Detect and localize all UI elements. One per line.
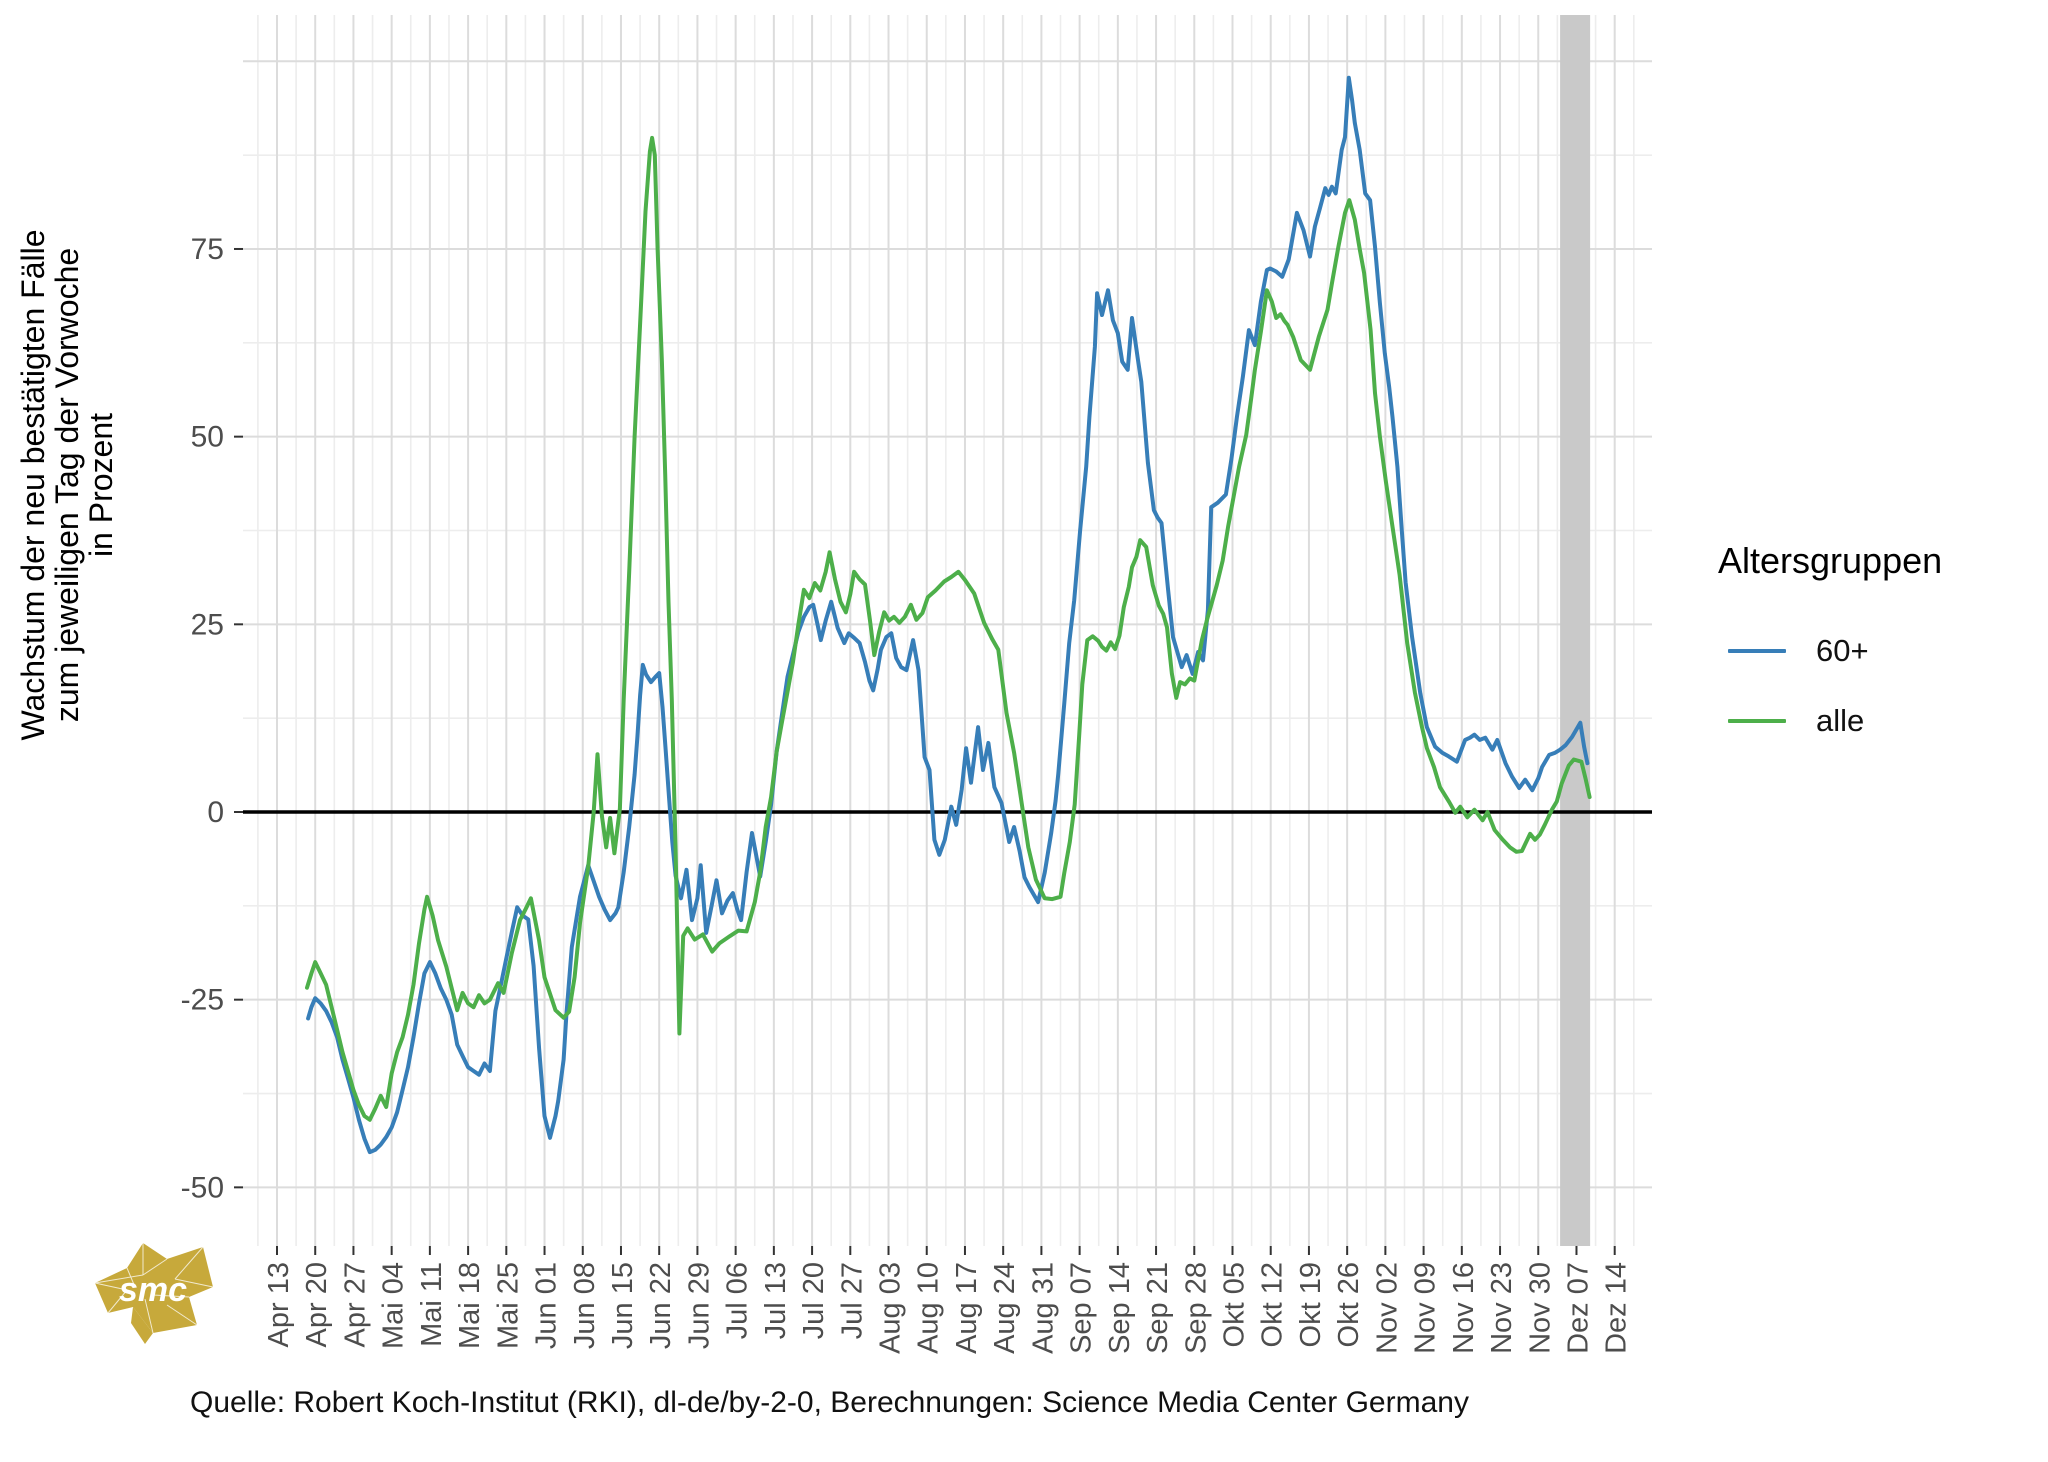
y-tick-label: 75 xyxy=(191,233,224,266)
x-tick-label: Aug 31 xyxy=(1027,1262,1059,1354)
legend-label-60plus: 60+ xyxy=(1816,633,1869,668)
recent-data-band xyxy=(1560,15,1591,1246)
x-tick-label: Jun 29 xyxy=(683,1262,715,1349)
smc-logo-text: smc xyxy=(119,1271,187,1309)
x-tick-label: Mai 04 xyxy=(378,1262,410,1349)
x-tick-label: Sep 21 xyxy=(1142,1262,1174,1354)
series-line-alle xyxy=(305,135,1592,1122)
x-tick-label: Mai 18 xyxy=(454,1262,486,1349)
x-tick-label: Jun 01 xyxy=(531,1262,563,1349)
x-tick-label: Apr 20 xyxy=(301,1262,333,1347)
x-tick-label: Aug 17 xyxy=(951,1262,983,1354)
series-line-60plus xyxy=(306,75,1590,1155)
y-tick-label: 50 xyxy=(191,421,224,454)
x-tick-label: Aug 24 xyxy=(989,1262,1021,1354)
y-tick-label: -50 xyxy=(181,1171,224,1204)
x-tick-label: Aug 10 xyxy=(913,1262,945,1354)
x-tick-label: Sep 28 xyxy=(1180,1262,1212,1354)
x-tick-label: Jul 27 xyxy=(836,1262,868,1339)
x-tick-label: Jul 06 xyxy=(722,1262,754,1339)
y-axis-title-line2: zum jeweiligen Tag der Vorwoche xyxy=(49,247,85,723)
source-caption: Quelle: Robert Koch-Institut (RKI), dl-d… xyxy=(190,1386,1469,1419)
x-tick-label: Jul 20 xyxy=(798,1262,830,1339)
y-tick-label: -25 xyxy=(181,984,224,1017)
y-axis-title-line3: in Prozent xyxy=(83,412,119,558)
legend-swatch-60plus-line xyxy=(1728,649,1786,653)
x-tick-label: Sep 07 xyxy=(1066,1262,1098,1354)
x-tick-label: Aug 03 xyxy=(875,1262,907,1354)
x-tick-label: Nov 02 xyxy=(1371,1262,1403,1354)
x-tick-label: Nov 23 xyxy=(1486,1262,1518,1354)
x-tick-label: Okt 05 xyxy=(1219,1262,1251,1347)
x-tick-label: Jul 13 xyxy=(760,1262,792,1339)
x-tick-label: Okt 26 xyxy=(1333,1262,1365,1347)
x-tick-label: Okt 12 xyxy=(1257,1262,1289,1347)
x-tick-label: Jun 15 xyxy=(607,1262,639,1349)
y-tick-label: 0 xyxy=(207,796,224,829)
x-tick-label: Jun 08 xyxy=(569,1262,601,1349)
x-tick-label: Mai 25 xyxy=(492,1262,524,1349)
x-tick-label: Nov 30 xyxy=(1524,1262,1556,1354)
legend: Altersgruppen 60+ alle xyxy=(1718,540,2038,756)
y-axis-title-line1: Wachstum der neu bestätigten Fälle xyxy=(15,229,51,741)
legend-title: Altersgruppen xyxy=(1718,540,1943,581)
x-tick-label: Nov 09 xyxy=(1410,1262,1442,1354)
x-tick-label: Apr 13 xyxy=(263,1262,295,1347)
x-tick-label: Apr 27 xyxy=(339,1262,371,1347)
x-tick-label: Sep 14 xyxy=(1104,1262,1136,1354)
x-tick-label: Nov 16 xyxy=(1448,1262,1480,1354)
x-tick-label: Dez 07 xyxy=(1562,1262,1594,1354)
smc-logo-shape xyxy=(95,1243,213,1333)
smc-logo-shape-2 xyxy=(131,1307,153,1344)
x-tick-label: Okt 19 xyxy=(1295,1262,1327,1347)
x-tick-label: Dez 14 xyxy=(1601,1262,1633,1354)
y-axis-title: Wachstum der neu bestätigten Fälle zum j… xyxy=(15,185,119,785)
legend-item-alle: alle xyxy=(1718,686,2038,756)
x-tick-label: Mai 11 xyxy=(416,1262,448,1347)
x-tick-label: Jun 22 xyxy=(645,1262,677,1349)
legend-swatch-alle-line xyxy=(1728,719,1786,723)
legend-label-alle: alle xyxy=(1816,703,1865,738)
smc-logo: smc xyxy=(94,1243,214,1344)
legend-item-60plus: 60+ xyxy=(1718,616,2038,686)
smc-logo-mesh xyxy=(94,1243,214,1334)
y-tick-label: 25 xyxy=(191,608,224,641)
